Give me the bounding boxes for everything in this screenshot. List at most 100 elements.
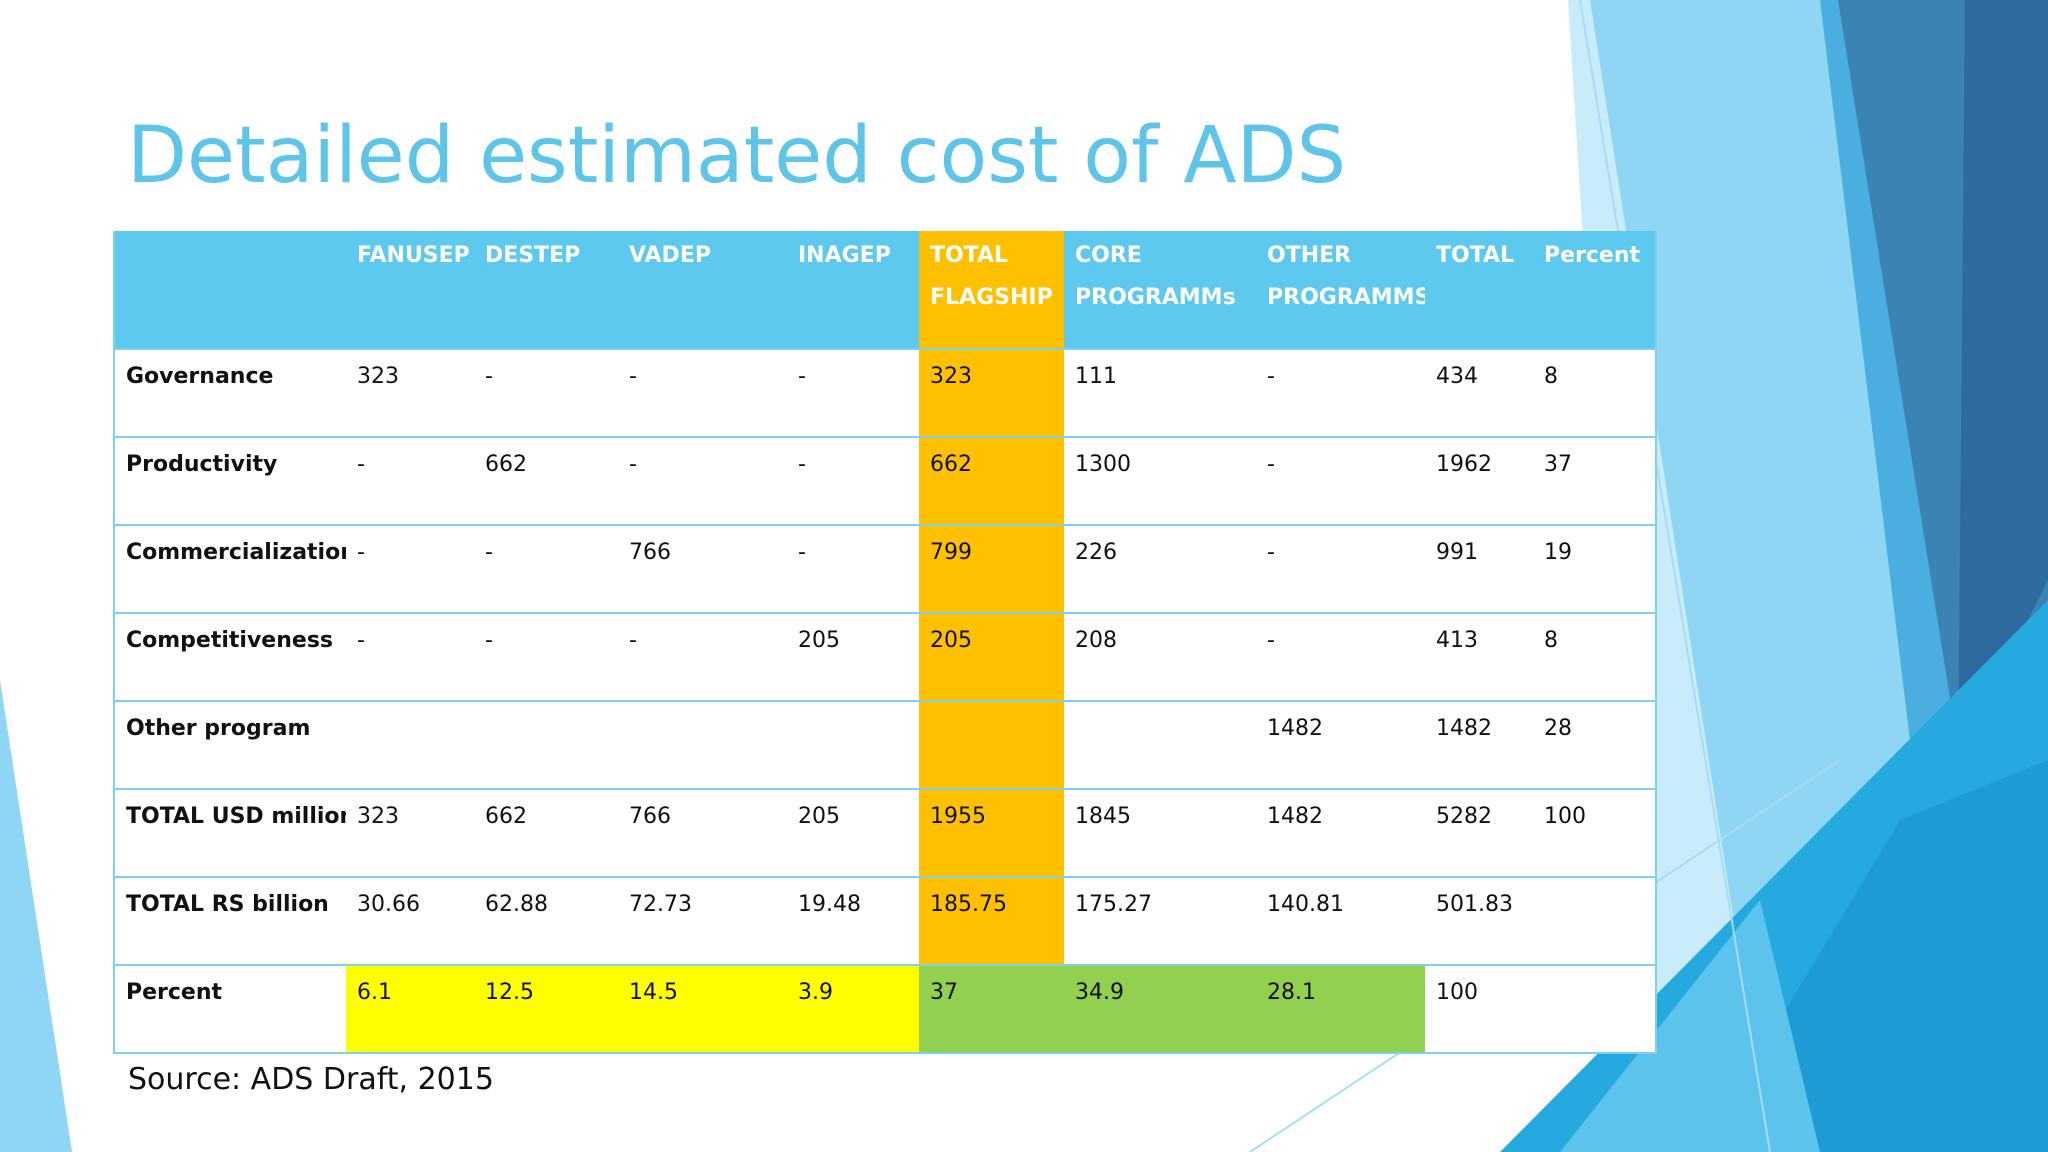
- header-destep: DESTEP: [474, 231, 618, 349]
- header-inagep: INAGEP: [787, 231, 919, 349]
- table-cell: -: [618, 612, 787, 701]
- table-cell: 28: [1533, 700, 1657, 789]
- table-cell: 226: [1064, 524, 1256, 613]
- table-cell: 72.73: [618, 876, 787, 965]
- table-cell-highlight-yellow: 12.5: [474, 964, 618, 1054]
- table-row: Percent 6.1 12.5 14.5 3.9 37 34.9 28.1 1…: [113, 964, 1657, 1054]
- table-cell: -: [346, 436, 474, 525]
- slide-title: Detailed estimated cost of ADS: [127, 111, 1347, 201]
- bg-facet-navy: [1958, 0, 2048, 760]
- table-cell: 1300: [1064, 436, 1256, 525]
- table-cell: 1845: [1064, 788, 1256, 877]
- table-cell: 766: [618, 788, 787, 877]
- table-row: Governance 323 - - - 323 111 - 434 8: [113, 348, 1657, 437]
- table-cell: 62.88: [474, 876, 618, 965]
- table-cell: 323: [346, 348, 474, 437]
- table-cell: 413: [1425, 612, 1533, 701]
- table-cell: -: [474, 612, 618, 701]
- header-percent: Percent: [1533, 231, 1657, 349]
- table-cell: 8: [1533, 612, 1657, 701]
- table-cell-flagship: [919, 700, 1064, 789]
- table-cell: -: [1256, 436, 1425, 525]
- header-total: TOTAL: [1425, 231, 1533, 349]
- table-row: Other program 1482 1482 28: [113, 700, 1657, 789]
- table-header-row: FANUSEP DESTEP VADEP INAGEP TOTAL FLAGSH…: [113, 231, 1657, 349]
- row-label: TOTAL USD million: [113, 788, 346, 877]
- row-label: Productivity: [113, 436, 346, 525]
- header-fanusep: FANUSEP: [346, 231, 474, 349]
- table-cell-flagship: 323: [919, 348, 1064, 437]
- table-cell: 100: [1425, 964, 1533, 1054]
- table-cell: -: [787, 524, 919, 613]
- table-cell: -: [1256, 524, 1425, 613]
- table-cell: 37: [1533, 436, 1657, 525]
- table-cell: 205: [787, 612, 919, 701]
- row-label: Other program: [113, 700, 346, 789]
- table-cell: 1482: [1425, 700, 1533, 789]
- table-cell: [1533, 964, 1657, 1054]
- row-label: Commercialization: [113, 524, 346, 613]
- header-other-programms: OTHER PROGRAMMS: [1256, 231, 1425, 349]
- table-cell: 111: [1064, 348, 1256, 437]
- table-cell: [346, 700, 474, 789]
- header-total-flagship: TOTAL FLAGSHIP: [919, 231, 1064, 349]
- table-cell: -: [346, 524, 474, 613]
- table-cell: 1482: [1256, 788, 1425, 877]
- table-cell-highlight-yellow: 14.5: [618, 964, 787, 1054]
- table-cell: 100: [1533, 788, 1657, 877]
- table-cell: -: [787, 436, 919, 525]
- table-cell: 19: [1533, 524, 1657, 613]
- bg-thin-line-1: [1579, 0, 1771, 1152]
- table-cell: 208: [1064, 612, 1256, 701]
- row-label: Governance: [113, 348, 346, 437]
- table-cell: 434: [1425, 348, 1533, 437]
- table-cell: [1533, 876, 1657, 965]
- table-cell-flagship: 185.75: [919, 876, 1064, 965]
- row-label: Competitiveness: [113, 612, 346, 701]
- table-cell: -: [474, 524, 618, 613]
- table-cell: -: [346, 612, 474, 701]
- table-row: TOTAL USD million 323 662 766 205 1955 1…: [113, 788, 1657, 877]
- table-cell-highlight-green: 28.1: [1256, 964, 1425, 1054]
- row-label: TOTAL RS billion: [113, 876, 346, 965]
- bg-facet-light-bottom: [1560, 900, 1820, 1152]
- table-cell: 5282: [1425, 788, 1533, 877]
- table-cell: 991: [1425, 524, 1533, 613]
- table-cell-highlight-green: 37: [919, 964, 1064, 1054]
- table-cell: -: [618, 436, 787, 525]
- table-cell: 140.81: [1256, 876, 1425, 965]
- table-cell: 205: [787, 788, 919, 877]
- table-cell: 19.48: [787, 876, 919, 965]
- table-cell: 662: [474, 788, 618, 877]
- table-cell: -: [1256, 612, 1425, 701]
- header-vadep: VADEP: [618, 231, 787, 349]
- table-row: Commercialization - - 766 - 799 226 - 99…: [113, 524, 1657, 613]
- table-cell: [787, 700, 919, 789]
- header-cell-empty: [113, 231, 346, 349]
- table-cell-flagship: 1955: [919, 788, 1064, 877]
- table-cell: [1064, 700, 1256, 789]
- table-cell-flagship: 662: [919, 436, 1064, 525]
- cost-table: FANUSEP DESTEP VADEP INAGEP TOTAL FLAGSH…: [113, 231, 1657, 1054]
- table-row: Productivity - 662 - - 662 1300 - 1962 3…: [113, 436, 1657, 525]
- bg-facet-light-left: [0, 680, 72, 1152]
- table-cell: 1962: [1425, 436, 1533, 525]
- table-cell: -: [618, 348, 787, 437]
- table-row: TOTAL RS billion 30.66 62.88 72.73 19.48…: [113, 876, 1657, 965]
- table-cell-highlight-yellow: 6.1: [346, 964, 474, 1054]
- table-cell: -: [787, 348, 919, 437]
- table-cell: -: [1256, 348, 1425, 437]
- table-cell: 8: [1533, 348, 1657, 437]
- table-cell: 323: [346, 788, 474, 877]
- table-cell: 662: [474, 436, 618, 525]
- table-cell: 501.83: [1425, 876, 1533, 965]
- table-cell: [618, 700, 787, 789]
- table-cell: 30.66: [346, 876, 474, 965]
- header-core-programms: CORE PROGRAMMs: [1064, 231, 1256, 349]
- table-cell: 1482: [1256, 700, 1425, 789]
- source-note: Source: ADS Draft, 2015: [128, 1062, 494, 1097]
- table-row: Competitiveness - - - 205 205 208 - 413 …: [113, 612, 1657, 701]
- table-cell-highlight-yellow: 3.9: [787, 964, 919, 1054]
- table-cell: 766: [618, 524, 787, 613]
